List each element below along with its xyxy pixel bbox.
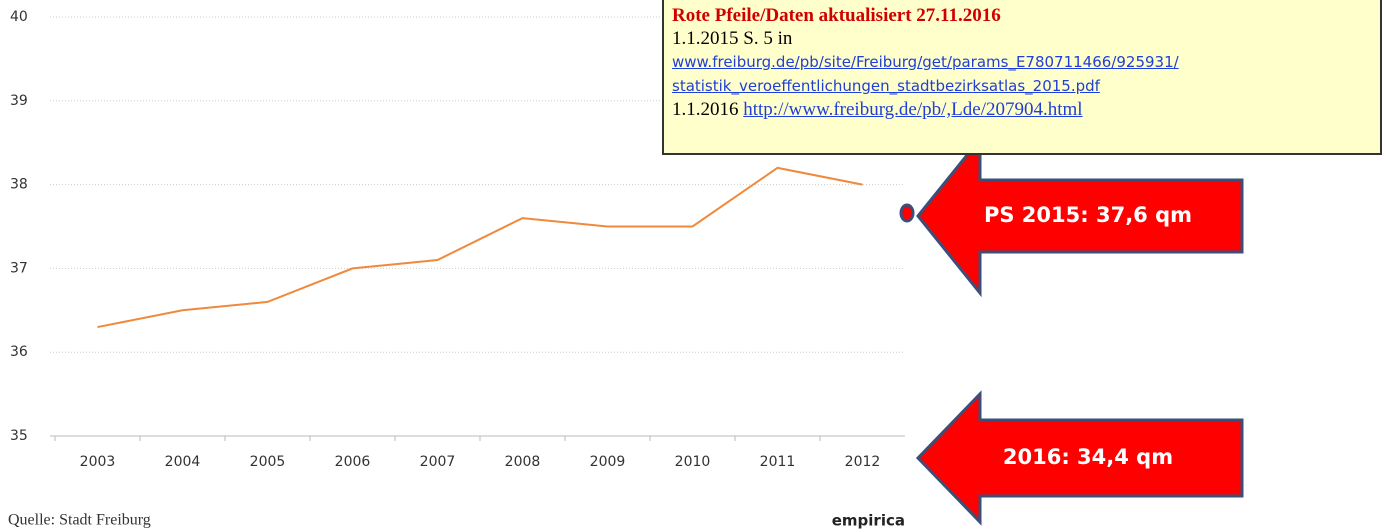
marker [899,203,915,223]
link[interactable]: statistik_veroeffentlichungen_stadtbezir… [672,77,1100,95]
y-tick-label: 38 [10,177,28,193]
arrow-label: PS 2015: 37,6 qm [984,203,1192,227]
note-box: Rote Pfeile/Daten aktualisiert 27.11.201… [662,0,1382,155]
x-tick-label: 2007 [420,454,456,470]
y-tick-label: 36 [10,344,28,360]
arrow [915,390,1244,526]
y-tick-label: 40 [10,9,28,25]
link[interactable]: www.freiburg.de/pb/site/Freiburg/get/par… [672,53,1179,71]
y-tick-label: 37 [10,260,28,276]
x-tick-label: 2010 [675,454,711,470]
x-tick-label: 2005 [250,454,286,470]
x-tick-label: 2004 [165,454,201,470]
y-tick-label: 39 [10,93,28,109]
link[interactable]: http://www.freiburg.de/pb/,Lde/207904.ht… [743,99,1083,120]
y-tick-label: 35 [10,428,28,444]
x-tick-label: 2008 [505,454,541,470]
x-tick-label: 2011 [760,454,796,470]
arrow-label: 2016: 34,4 qm [1003,445,1173,469]
note-line: 1.1.2015 S. 5 in [672,28,793,49]
note-title: Rote Pfeile/Daten aktualisiert 27.11.201… [672,5,1001,26]
x-tick-label: 2003 [80,454,116,470]
brand: empirica [832,512,905,530]
line [97,166,863,329]
source: Quelle: Stadt Freiburg [8,512,151,529]
x-tick-label: 2009 [590,454,626,470]
note-line: 1.1.2016 [672,99,739,120]
x-tick-label: 2006 [335,454,371,470]
x-tick-label: 2012 [845,454,881,470]
